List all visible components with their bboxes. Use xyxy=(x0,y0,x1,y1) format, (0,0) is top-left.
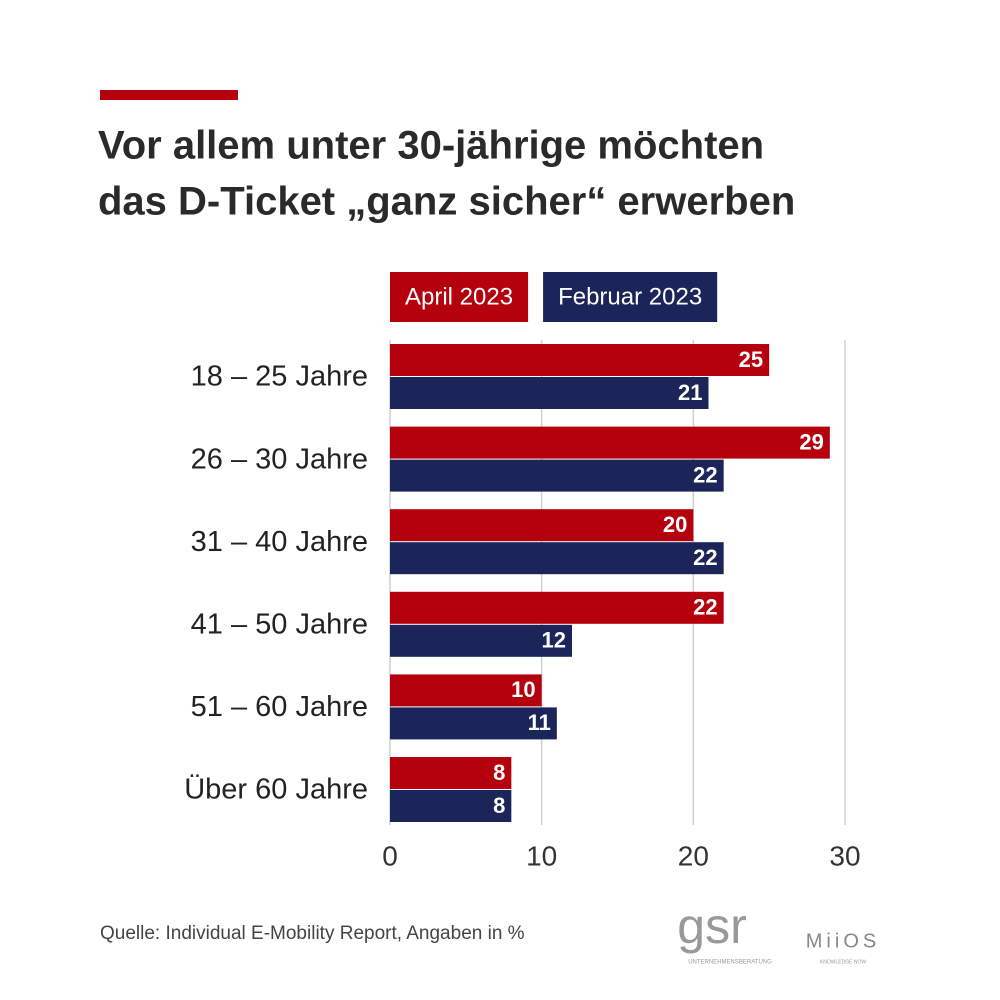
bar xyxy=(390,757,512,789)
bar xyxy=(390,509,694,542)
bar xyxy=(390,542,724,575)
value-label: 8 xyxy=(493,760,505,785)
chart-title: Vor allem unter 30-jährige möchten xyxy=(98,124,764,168)
value-label: 22 xyxy=(693,545,717,570)
legend-item xyxy=(390,272,529,322)
legend-item xyxy=(543,272,718,322)
bar xyxy=(390,377,709,409)
x-tick-label: 10 xyxy=(526,840,557,871)
chart-title: das D-Ticket „ganz sicher“ erwerben xyxy=(98,180,795,224)
value-label: 29 xyxy=(799,429,823,454)
bar xyxy=(390,674,542,707)
value-label: 12 xyxy=(542,628,566,653)
value-label: 21 xyxy=(678,380,702,405)
legend-swatch xyxy=(543,272,718,322)
value-label: 8 xyxy=(493,793,505,818)
x-tick-label: 20 xyxy=(678,840,709,871)
y-tick-label: 51 – 60 Jahre xyxy=(191,691,368,723)
value-label: 25 xyxy=(739,347,763,372)
value-label: 10 xyxy=(511,677,535,702)
y-tick-label: 18 – 25 Jahre xyxy=(191,361,368,393)
source: Quelle: Individual E-Mobility Report, An… xyxy=(100,923,525,944)
logo: MiiOS xyxy=(806,930,880,952)
x-tick-label: 30 xyxy=(829,840,860,871)
y-tick-label: Über 60 Jahre xyxy=(184,774,368,806)
y-tick-label: 41 – 50 Jahre xyxy=(191,608,368,640)
logo: gsr xyxy=(677,898,746,954)
bar xyxy=(390,344,770,376)
legend-label: Februar 2023 xyxy=(558,283,702,310)
value-label: 20 xyxy=(663,512,687,537)
title-accent xyxy=(100,90,238,100)
bar xyxy=(390,707,557,740)
value-label: 22 xyxy=(693,595,717,620)
value-label: 11 xyxy=(528,710,551,735)
bar xyxy=(390,591,724,624)
bar xyxy=(390,426,830,459)
legend-label: April 2023 xyxy=(405,283,513,310)
logo-subtitle: KNOWLEDGE NOW xyxy=(820,959,866,965)
legend-swatch xyxy=(390,272,529,322)
y-tick-label: 26 – 30 Jahre xyxy=(191,443,368,475)
logo-subtitle: UNTERNEHMENSBERATUNG xyxy=(688,960,772,966)
bar xyxy=(390,790,512,822)
bar xyxy=(390,459,724,492)
value-label: 22 xyxy=(693,462,717,487)
x-tick-label: 0 xyxy=(382,840,398,871)
y-tick-label: 31 – 40 Jahre xyxy=(191,526,368,558)
bar xyxy=(390,624,572,657)
